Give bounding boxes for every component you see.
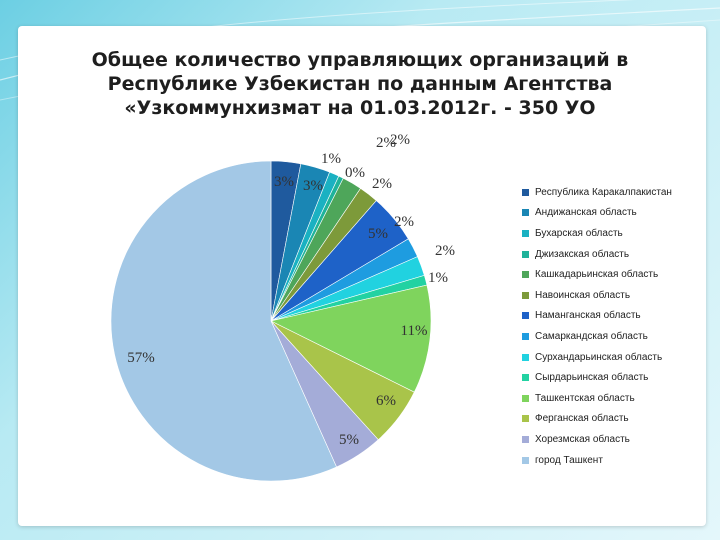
- slice-label: 2%: [372, 176, 392, 192]
- slice-label: 0%: [345, 165, 365, 181]
- legend-swatch: [522, 332, 529, 340]
- legend-item: Сырдарьинская область: [522, 367, 712, 388]
- legend-swatch: [522, 188, 529, 196]
- legend-swatch: [522, 415, 529, 423]
- legend-item: Джизакская область: [522, 244, 712, 265]
- legend-item: Хорезмская область: [522, 429, 712, 450]
- legend: Республика Каракалпакистан Андижанская об…: [522, 182, 712, 470]
- legend-label: Сурхандарьинская область: [535, 351, 663, 363]
- legend-label: Наманганская область: [535, 310, 641, 322]
- legend-swatch: [522, 353, 529, 361]
- slice-label: 2%: [435, 243, 455, 259]
- slice-label: 1%: [321, 151, 341, 167]
- legend-swatch: [522, 271, 529, 279]
- legend-swatch: [522, 209, 529, 217]
- pie-slice: [110, 160, 337, 482]
- legend-item: Ташкентская область: [522, 388, 712, 409]
- slice-label: 57%: [127, 350, 155, 366]
- legend-label: Навоинская область: [535, 289, 631, 301]
- legend-item: Самаркандская область: [522, 326, 712, 347]
- legend-item: Андижанская область: [522, 203, 712, 224]
- slice-label: 1%: [428, 270, 448, 286]
- slice-label: 5%: [339, 432, 359, 448]
- legend-swatch: [522, 374, 529, 382]
- slice-label: 2%: [376, 135, 396, 151]
- legend-swatch: [522, 456, 529, 464]
- legend-item: Республика Каракалпакистан: [522, 182, 712, 203]
- legend-item: Кашкадарьинская область: [522, 264, 712, 285]
- legend-label: Андижанская область: [535, 207, 637, 219]
- title-line-1: Общее количество управляющих организаций…: [91, 49, 629, 71]
- legend-label: Кашкадарьинская область: [535, 269, 659, 281]
- legend-label: Хорезмская область: [535, 433, 630, 445]
- legend-swatch: [522, 312, 529, 320]
- pie-labels: 3% 3%1%0%2%2%5%2%2%1%11%6%5%57%2%: [127, 132, 455, 448]
- legend-label: Республика Каракалпакистан: [535, 186, 672, 198]
- slice-label: 3%: [274, 174, 294, 190]
- slice-label: 6%: [376, 393, 396, 409]
- legend-swatch: [522, 250, 529, 258]
- legend-label: город Ташкент: [535, 454, 603, 466]
- slice-label: 5%: [368, 226, 388, 242]
- legend-label: Джизакская область: [535, 248, 630, 260]
- legend-swatch: [522, 394, 529, 402]
- legend-item: Навоинская область: [522, 285, 712, 306]
- legend-label: Ташкентская область: [535, 392, 635, 404]
- legend-swatch: [522, 435, 529, 443]
- pie-slices: [110, 160, 432, 482]
- legend-item: Ферганская область: [522, 409, 712, 430]
- pie-slice: [270, 284, 432, 393]
- chart-title: Общее количество управляющих организаций…: [40, 48, 680, 120]
- legend-label: Сырдарьинская область: [535, 372, 649, 384]
- slice-label: 2%: [394, 214, 414, 230]
- legend-item: Сурхандарьинская область: [522, 347, 712, 368]
- slice-label: 11%: [401, 323, 428, 339]
- legend-label: Самаркандская область: [535, 330, 648, 342]
- legend-item: город Ташкент: [522, 450, 712, 471]
- slice-label: 2%: [390, 132, 410, 148]
- legend-swatch: [522, 291, 529, 299]
- title-line-2: Республике Узбекистан по данным Агентств…: [107, 73, 613, 95]
- legend-label: Ферганская область: [535, 413, 629, 425]
- legend-item: Бухарская область: [522, 223, 712, 244]
- slice-label: 3%: [303, 178, 323, 194]
- legend-item: Наманганская область: [522, 306, 712, 327]
- title-line-3: «Узкоммунхизмат на 01.03.2012г. - 350 УО: [124, 97, 596, 119]
- legend-label: Бухарская область: [535, 227, 623, 239]
- legend-swatch: [522, 229, 529, 237]
